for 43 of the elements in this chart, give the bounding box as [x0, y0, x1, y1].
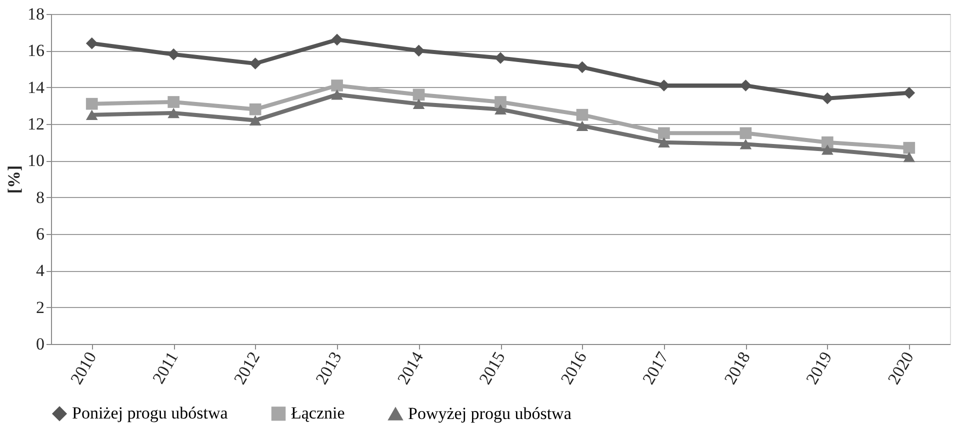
point — [821, 144, 834, 155]
y-tick-label: 8 — [36, 188, 44, 207]
point — [658, 137, 670, 148]
point — [576, 120, 588, 131]
point — [494, 96, 506, 108]
point — [821, 136, 834, 148]
y-tick-label: 6 — [36, 224, 44, 244]
y-tick-label: 10 — [28, 151, 44, 170]
point — [903, 142, 916, 154]
y-tick-label: 16 — [28, 41, 44, 60]
point — [331, 80, 343, 92]
point — [412, 98, 425, 109]
y-tick-label: 14 — [28, 78, 45, 97]
point — [331, 90, 343, 100]
point — [494, 104, 506, 114]
y-axis-title: [%] — [4, 165, 24, 194]
point — [658, 127, 670, 140]
point — [86, 37, 98, 50]
point — [821, 92, 834, 104]
point — [903, 86, 916, 99]
point — [740, 139, 752, 150]
point — [168, 96, 180, 108]
y-tick-label: 4 — [36, 261, 45, 280]
y-tick-label: 18 — [28, 4, 44, 24]
point — [740, 127, 752, 140]
point — [331, 34, 343, 46]
point — [249, 103, 262, 116]
point — [86, 110, 98, 120]
point — [168, 108, 180, 118]
point — [903, 152, 916, 162]
y-tick-label: 2 — [36, 298, 44, 317]
point — [168, 48, 180, 60]
legend-label: Łącznie — [291, 404, 345, 423]
point — [412, 88, 425, 101]
point — [576, 61, 588, 74]
point — [86, 98, 98, 110]
point — [249, 115, 262, 126]
legend-label: Powyżej progu ubóstwa — [408, 404, 572, 424]
y-tick-label: 0 — [36, 334, 44, 354]
point — [576, 108, 588, 121]
y-tick-label: 12 — [28, 114, 44, 134]
legend-label: Poniżej progu ubóstwa — [72, 404, 228, 423]
point — [494, 52, 506, 64]
